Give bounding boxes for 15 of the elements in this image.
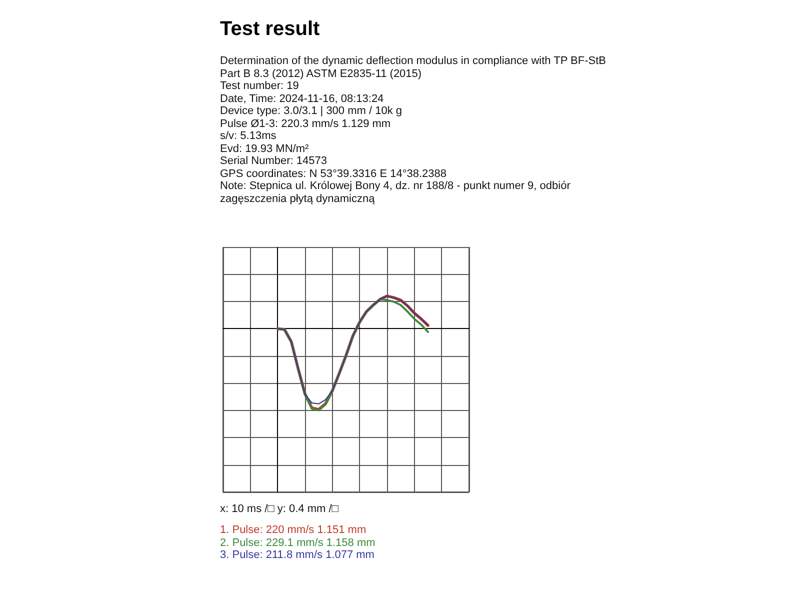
- text: Test number: 19: [220, 80, 300, 92]
- text: Note: Stepnica ul. Królowej Bony 4, dz. nr 188/8 - punkt numer 9, odbiór zagęszczenia płytą dynamiczną: [220, 180, 572, 205]
- text: Device type: 3.0/3.1 | 300 mm / 10k g: [220, 105, 404, 118]
- text: 2. Pulse: 229.1 mm/s 1.158 mm: [220, 536, 376, 549]
- text: Evd: 19.93 MN/m²: [220, 142, 310, 155]
- text: 3. Pulse: 211.8 mm/s 1.077 mm: [220, 549, 376, 562]
- text: s/v: 5.13ms: [220, 130, 278, 142]
- text: Pulse Ø1-3: 220.3 mm/s 1.129 mm: [220, 118, 392, 130]
- text: x: 10 ms /□ y: 0.4 mm /□: [220, 503, 338, 516]
- chart-subtitle: Determination of the dynamic deflection modulus in compliance with TP BF-StB Part B 8.3 (2012) ASTM E2835-11 (2015): [220, 55, 607, 80]
- text: Date, Time: 2024-11-16, 08:13:24: [220, 92, 385, 105]
- text: Serial Number: 14573: [220, 155, 328, 168]
- chart-title: Test result: [220, 18, 320, 41]
- text: GPS coordinates: N 53°39.3316 E 14°38.2388: [220, 168, 448, 180]
- text: 1. Pulse: 220 mm/s 1.151 mm: [220, 524, 368, 536]
